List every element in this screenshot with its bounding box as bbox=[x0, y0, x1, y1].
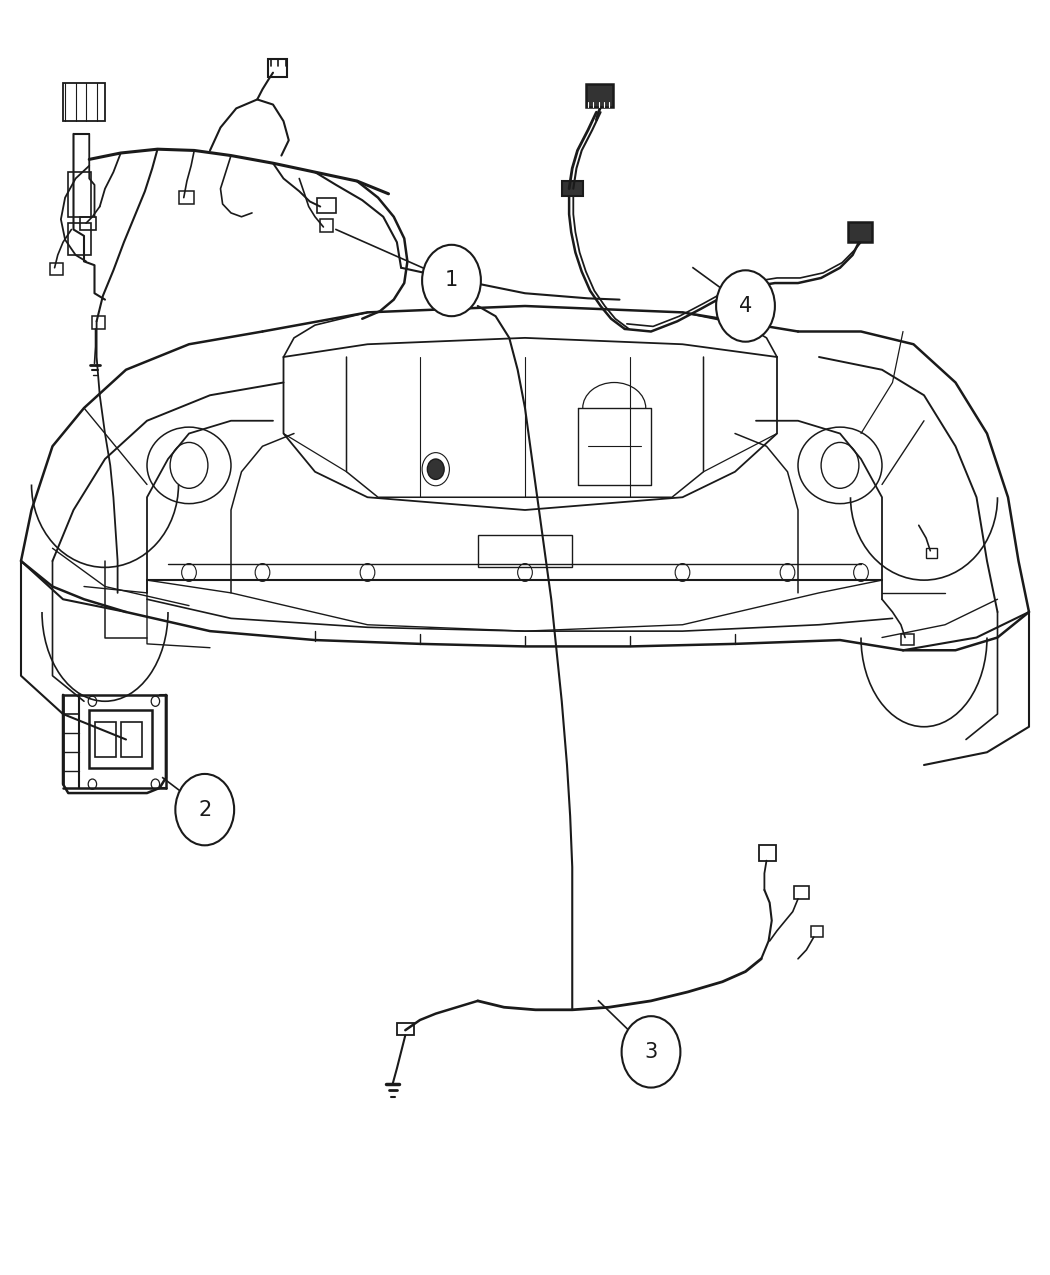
Bar bbox=[80, 217, 96, 230]
Bar bbox=[811, 926, 823, 937]
Circle shape bbox=[175, 774, 234, 845]
Circle shape bbox=[422, 245, 481, 316]
Circle shape bbox=[427, 459, 444, 479]
Bar bbox=[901, 634, 914, 645]
Bar bbox=[63, 83, 105, 121]
Bar bbox=[320, 219, 333, 232]
Bar bbox=[926, 548, 937, 558]
Text: 3: 3 bbox=[645, 1042, 657, 1062]
Bar bbox=[794, 886, 808, 899]
Bar bbox=[759, 845, 776, 861]
Bar bbox=[89, 710, 152, 768]
Bar bbox=[68, 172, 91, 217]
Circle shape bbox=[622, 1016, 680, 1088]
Text: 1: 1 bbox=[445, 270, 458, 291]
Bar bbox=[178, 191, 194, 204]
Text: 2: 2 bbox=[198, 799, 211, 820]
Bar bbox=[586, 84, 613, 107]
Bar bbox=[92, 316, 105, 329]
Bar bbox=[268, 59, 287, 76]
Bar bbox=[478, 536, 572, 567]
Bar bbox=[317, 198, 336, 213]
Bar bbox=[121, 722, 142, 757]
Bar bbox=[397, 1023, 414, 1035]
Bar bbox=[50, 263, 63, 275]
Bar bbox=[848, 222, 872, 242]
Bar bbox=[562, 181, 583, 196]
Circle shape bbox=[716, 270, 775, 342]
Bar bbox=[94, 722, 116, 757]
Bar bbox=[68, 223, 91, 255]
Text: 4: 4 bbox=[739, 296, 752, 316]
